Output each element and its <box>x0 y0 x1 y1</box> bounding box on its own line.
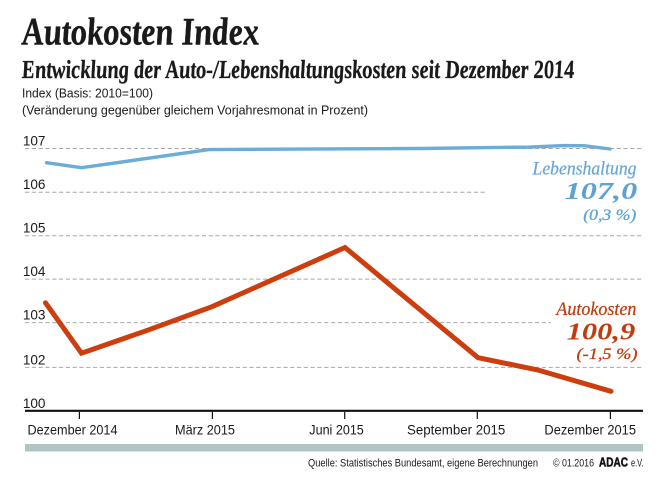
svg-text:Entwicklung der Auto-/Lebensha: Entwicklung der Auto-/Lebenshaltungskost… <box>19 55 575 84</box>
svg-text:Lebenshaltung: Lebenshaltung <box>532 160 637 180</box>
svg-text:(Veränderung gegenüber gleiche: (Veränderung gegenüber gleichem Vorjahre… <box>22 103 368 117</box>
svg-text:100: 100 <box>23 396 46 411</box>
svg-text:107: 107 <box>23 134 46 149</box>
svg-text:September 2015: September 2015 <box>407 423 505 439</box>
svg-text:Autokosten Index: Autokosten Index <box>18 11 261 54</box>
svg-text:e.V.: e.V. <box>631 458 644 470</box>
svg-text:104: 104 <box>23 264 46 279</box>
svg-text:103: 103 <box>23 308 46 323</box>
svg-text:102: 102 <box>23 352 46 367</box>
svg-text:ADAC: ADAC <box>599 456 628 470</box>
svg-text:Dezember 2014: Dezember 2014 <box>28 423 118 439</box>
svg-text:Index (Basis: 2010=100): Index (Basis: 2010=100) <box>22 87 153 101</box>
svg-text:107,0: 107,0 <box>565 178 638 205</box>
svg-text:105: 105 <box>23 221 46 236</box>
svg-text:Quelle: Statistisches Bundesam: Quelle: Statistisches Bundesamt, eigene … <box>308 458 538 470</box>
svg-text:Autokosten: Autokosten <box>554 300 636 320</box>
svg-text:März 2015: März 2015 <box>175 423 235 439</box>
svg-text:Dezember 2015: Dezember 2015 <box>544 423 636 439</box>
svg-text:(0,3 %): (0,3 %) <box>583 207 636 224</box>
svg-text:Juni 2015: Juni 2015 <box>309 423 364 439</box>
svg-text:(-1,5 %): (-1,5 %) <box>577 346 638 363</box>
svg-text:© 01.2016: © 01.2016 <box>553 458 594 470</box>
svg-text:100,9: 100,9 <box>567 319 636 346</box>
svg-text:106: 106 <box>23 177 46 192</box>
